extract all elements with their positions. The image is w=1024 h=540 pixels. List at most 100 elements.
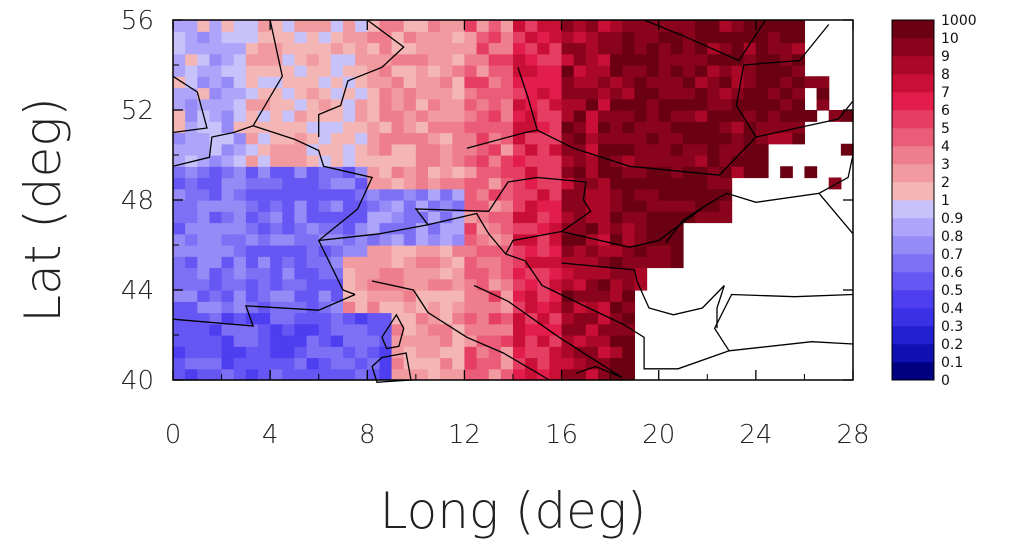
heatmap-cell [245, 166, 259, 179]
heatmap-cell [294, 323, 308, 336]
heatmap-cell [209, 346, 223, 359]
heatmap-cell [585, 132, 599, 145]
heatmap-cell [646, 200, 660, 212]
heatmap-cell [755, 31, 769, 44]
heatmap-cell [379, 222, 393, 235]
heatmap-cell [185, 211, 198, 224]
heatmap-cell [476, 31, 490, 44]
heatmap-cell [403, 278, 417, 291]
heatmap-cell [428, 42, 441, 55]
heatmap-cell [185, 335, 198, 347]
heatmap-cell [270, 335, 283, 347]
heatmap-cell [318, 76, 332, 89]
heatmap-cell [683, 53, 696, 66]
heatmap-cell [282, 346, 296, 359]
heatmap-cell [488, 256, 502, 269]
country-border [473, 284, 623, 379]
heatmap-cell [245, 245, 259, 257]
heatmap-cell [500, 222, 514, 235]
heatmap-cell [258, 312, 271, 325]
heatmap-cell [452, 357, 466, 370]
heatmap-cell [330, 278, 344, 291]
heatmap-cell [209, 110, 223, 122]
heatmap-cell [440, 200, 453, 212]
heatmap-cell [379, 31, 393, 44]
heatmap-cell [549, 323, 563, 336]
heatmap-cell [658, 233, 672, 246]
heatmap-cell [452, 301, 466, 314]
heatmap-cell [573, 166, 587, 179]
heatmap-cell [561, 65, 575, 77]
heatmap-cell [185, 267, 198, 280]
heatmap-cell [598, 53, 611, 66]
heatmap-cell [379, 211, 393, 224]
heatmap-cell [549, 368, 563, 381]
heatmap-cell [634, 278, 648, 291]
heatmap-cell [245, 31, 259, 44]
heatmap-cell [318, 53, 332, 66]
heatmap-cell [233, 256, 247, 269]
heatmap-cell [391, 76, 405, 89]
heatmap-cell [258, 222, 271, 235]
heatmap-cell [415, 233, 429, 246]
heatmap-cell [403, 143, 417, 156]
heatmap-cell [585, 233, 599, 246]
x-axis-label: Long (deg) [380, 482, 647, 540]
heatmap-cell [367, 346, 381, 359]
heatmap-cell [646, 256, 660, 269]
heatmap-cell [403, 267, 417, 280]
heatmap-cell [270, 368, 283, 381]
heatmap-cell [379, 155, 393, 167]
heatmap-cell [476, 121, 490, 134]
heatmap-cell [428, 65, 441, 77]
heatmap-cell [306, 323, 320, 336]
heatmap-cell [379, 335, 393, 347]
heatmap-cell [282, 368, 296, 381]
heatmap-cell [258, 256, 271, 269]
heatmap-cell [173, 233, 186, 246]
heatmap-cell [367, 155, 381, 167]
heatmap-cell [768, 53, 781, 66]
heatmap-cell [355, 346, 368, 359]
heatmap-cell [488, 233, 502, 246]
heatmap-cell [197, 267, 211, 280]
heatmap-cell [549, 267, 563, 280]
heatmap-cell [464, 346, 478, 359]
heatmap-cell [197, 155, 211, 167]
x-tick-label: 28 [836, 420, 869, 450]
heatmap-cell [683, 76, 696, 89]
heatmap-cell [221, 245, 235, 257]
heatmap-cell [670, 31, 684, 44]
heatmap-cell [428, 346, 441, 359]
heatmap-cell [343, 65, 356, 77]
heatmap-cell [561, 76, 575, 89]
heatmap-cell [464, 76, 478, 89]
heatmap-cell [209, 166, 223, 179]
heatmap-cell [294, 110, 308, 122]
heatmap-cell [598, 301, 611, 314]
heatmap-cell [549, 42, 563, 55]
heatmap-cell [549, 132, 563, 145]
heatmap-cell [185, 188, 198, 201]
heatmap-cell [670, 121, 684, 134]
heatmap-cell [173, 177, 186, 190]
heatmap-cell [343, 155, 356, 167]
heatmap-cell [561, 368, 575, 381]
heatmap-cell [585, 65, 599, 77]
heatmap-cell [670, 65, 684, 77]
heatmap-cell [622, 222, 636, 235]
heatmap-cell [464, 368, 478, 381]
heatmap-cell [355, 290, 368, 302]
heatmap-cell [476, 188, 490, 201]
heatmap-cell [573, 346, 587, 359]
heatmap-cell [343, 222, 356, 235]
legend-label: 0.7 [941, 247, 963, 263]
heatmap-cell [610, 76, 623, 89]
heatmap-cell [318, 42, 332, 55]
heatmap-cell [537, 98, 551, 111]
heatmap-cell [403, 211, 417, 224]
heatmap-cell [464, 155, 478, 167]
heatmap-cell [233, 346, 247, 359]
heatmap-cell [610, 200, 623, 212]
